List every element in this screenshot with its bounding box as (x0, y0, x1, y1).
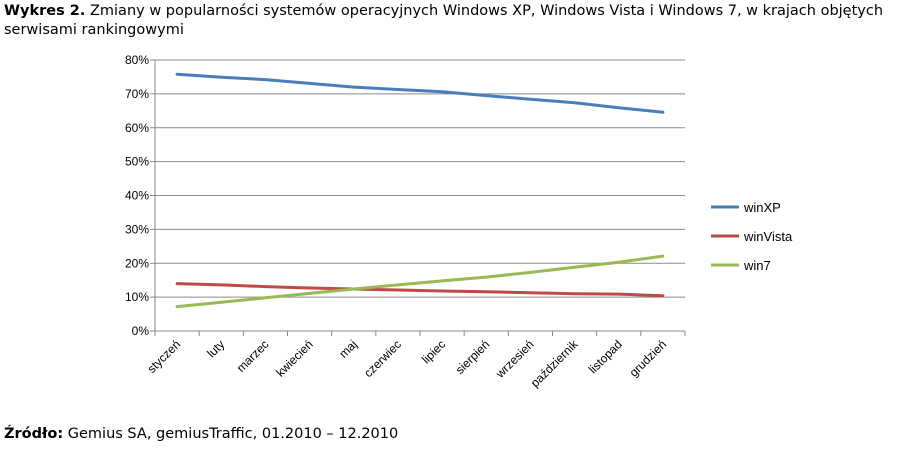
y-tick-label: 70% (125, 87, 149, 101)
x-tick-label: kwiecień (273, 337, 315, 379)
chart-title-prefix: Wykres 2. (4, 3, 86, 19)
legend-label-win7: win7 (743, 258, 771, 273)
y-tick-label: 60% (125, 121, 149, 135)
y-tick-label: 50% (125, 155, 149, 169)
series-line-win7 (175, 254, 665, 309)
y-tick-label: 0% (132, 324, 150, 338)
x-tick-label: grudzień (627, 337, 669, 379)
source-prefix: Źródło: (4, 426, 64, 442)
chart-title-block: Wykres 2. Zmiany w popularności systemów… (4, 2, 909, 40)
y-tick-label: 10% (125, 290, 149, 304)
x-tick-label: sierpień (453, 337, 493, 377)
legend-label-winXP: winXP (743, 200, 781, 215)
source-note: Źródło: Gemius SA, gemiusTraffic, 01.201… (4, 426, 398, 442)
x-tick-label: wrzesień (492, 337, 536, 381)
x-tick-label: marzec (234, 337, 272, 375)
x-tick-label: czerwiec (361, 337, 404, 380)
x-tick-label: listopad (586, 337, 625, 376)
y-tick-label: 40% (125, 189, 149, 203)
x-tick-label: styczeń (145, 337, 184, 376)
x-tick-label: maj (336, 337, 360, 361)
legend-label-winVista: winVista (743, 229, 793, 244)
x-tick-label: lipiec (419, 337, 448, 366)
x-tick-label: luty (204, 337, 227, 360)
series-line-winXP (175, 72, 665, 114)
y-tick-label: 30% (125, 222, 149, 236)
chart-title-text: Zmiany w popularności systemów operacyjn… (4, 3, 884, 38)
y-tick-label: 20% (125, 256, 149, 270)
source-text: Gemius SA, gemiusTraffic, 01.2010 – 12.2… (67, 426, 399, 442)
y-tick-label: 80% (125, 53, 149, 67)
x-tick-label: październik (528, 337, 582, 391)
series-line-winVista (175, 282, 665, 298)
